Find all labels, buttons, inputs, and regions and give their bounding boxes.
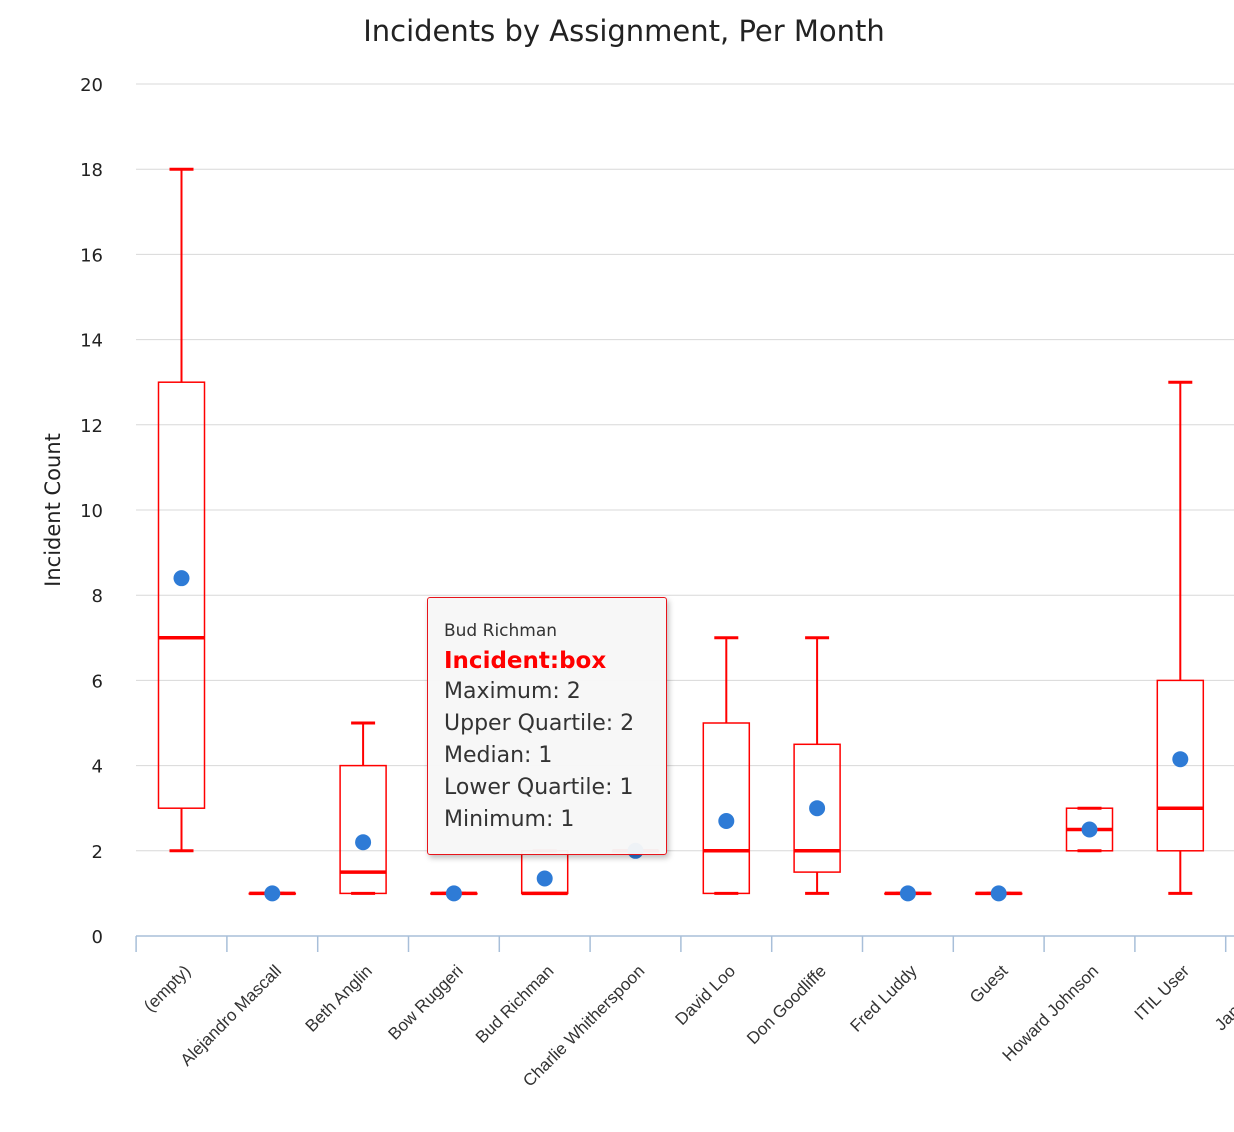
box-4[interactable] [520,849,569,896]
tooltip-minimum: Minimum: 1 [444,807,575,832]
y-axis-label: Incident Count [41,433,65,587]
x-tick-label: Bud Richman [472,961,558,1047]
box-8[interactable] [884,885,932,902]
mean-point [445,885,462,902]
box-10[interactable] [1065,806,1114,853]
box-11[interactable] [1156,380,1205,895]
y-tick-label: 4 [92,757,103,778]
x-tick-label: Don Goodliffe [743,961,830,1048]
tooltip-upper-quartile: Upper Quartile: 2 [444,711,635,736]
mean-point [536,870,553,887]
box-body [793,743,841,873]
y-tick-label: 14 [80,331,103,352]
tooltip-series-label: Incident:box [444,648,607,674]
mean-point [809,800,826,817]
tooltip-maximum: Maximum: 2 [444,679,581,704]
tooltip-lower-quartile: Lower Quartile: 1 [444,775,634,800]
x-tick-label: Fred Luddy [846,961,921,1036]
y-tick-label: 2 [92,842,103,863]
mean-point [1172,751,1189,768]
mean-point [264,885,281,902]
y-tick-label: 18 [80,160,103,181]
y-tick-label: 10 [80,501,103,522]
x-tick-label: David Loo [672,961,740,1029]
grid-lines [136,83,1234,852]
mean-point [718,812,735,829]
x-axis [135,935,1234,952]
box-3[interactable] [430,885,478,902]
x-tick-label: Beth Anglin [302,961,376,1035]
x-tick-label: Guest [966,961,1012,1007]
tooltip-category: Bud Richman [444,621,558,641]
box-body [1156,679,1205,852]
y-tick-label: 20 [80,75,103,96]
y-axis-ticks: 0 2 4 6 8 10 12 14 16 18 20 [80,75,103,948]
box-9[interactable] [974,885,1023,902]
y-tick-label: 16 [80,245,103,266]
x-tick-label: ITIL User [1131,961,1194,1024]
box-2[interactable] [339,721,387,895]
box-body [339,764,387,895]
x-tick-label: Howard Johnson [999,961,1103,1065]
box-body [702,722,751,895]
y-tick-label: 0 [92,927,103,948]
x-tick-label: (empty) [140,961,194,1015]
y-tick-label: 8 [92,586,103,607]
y-tick-label: 6 [92,671,103,692]
box-0[interactable] [157,167,206,853]
box-body [157,381,206,809]
box-6[interactable] [702,636,751,895]
tooltip-median: Median: 1 [444,743,553,768]
mean-point [1081,821,1098,838]
box-7[interactable] [793,636,841,895]
box-series-incident[interactable] [157,167,1205,902]
mean-point [173,570,190,587]
y-tick-label: 12 [80,416,103,437]
chart-title: Incidents by Assignment, Per Month [363,14,885,48]
box-1[interactable] [248,885,297,902]
x-tick-label: Jannie Bov [1211,961,1234,1034]
mean-point [355,834,372,851]
mean-point [899,885,916,902]
x-tick-label: Bow Ruggeri [384,961,466,1043]
mean-point [990,885,1007,902]
tooltip: Bud Richman Incident:box Maximum: 2 Uppe… [427,597,667,855]
x-tick-label: Alejandro Mascall [177,961,285,1069]
x-axis-labels: (empty)Alejandro Mascall Beth Anglin Bow R… [140,961,1234,1090]
